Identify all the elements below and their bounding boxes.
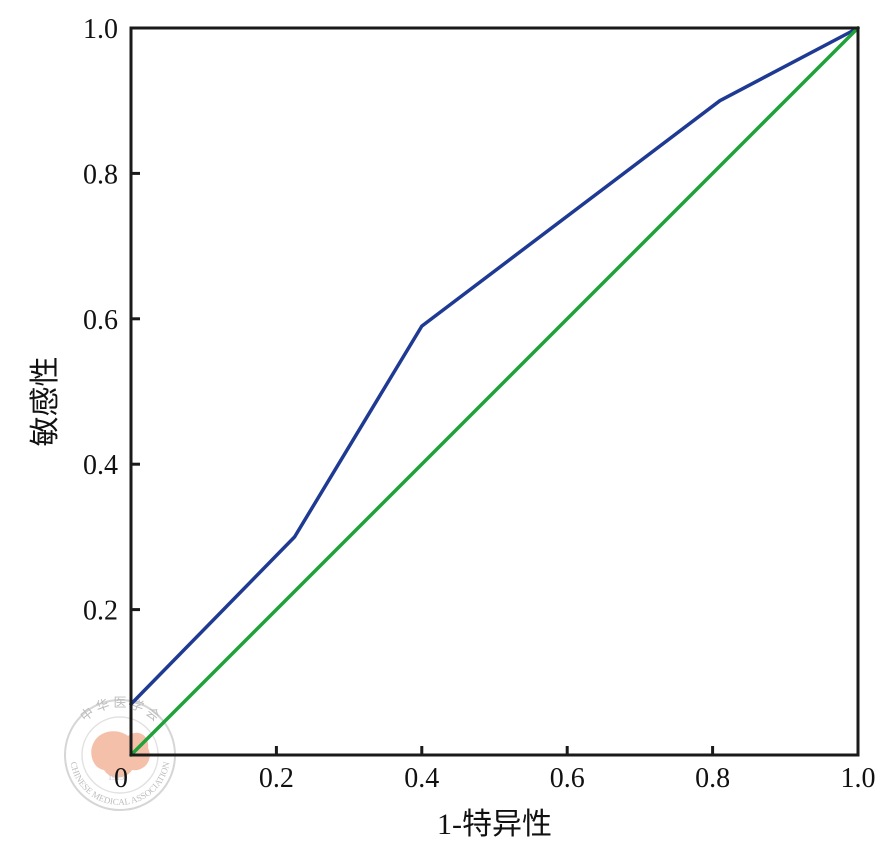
y-axis-ticks: 0.2 0.4 0.6 0.8 1.0 xyxy=(83,14,140,757)
x-tick-label: 0.6 xyxy=(550,763,585,794)
y-tick-label: 1.0 xyxy=(83,14,118,45)
y-tick-label: 0.8 xyxy=(83,159,118,190)
series-layer xyxy=(129,26,860,757)
y-tick-label: 0.6 xyxy=(83,305,118,336)
x-tick-label: 0 xyxy=(114,763,128,794)
series-line-1 xyxy=(129,26,860,706)
plot-frame xyxy=(129,26,860,757)
seal-text-top: 中 华 医 学 会 xyxy=(77,695,162,724)
x-tick-label: 1.0 xyxy=(841,763,876,794)
y-axis-title: 敏感性 xyxy=(29,357,62,447)
x-tick-label: 0.4 xyxy=(404,763,439,794)
x-tick-label: 0.2 xyxy=(259,763,294,794)
y-tick-label: 0.4 xyxy=(83,450,118,481)
x-tick-label: 0.8 xyxy=(695,763,730,794)
y-tick-label: 0.2 xyxy=(83,596,118,627)
series-line-2 xyxy=(129,26,860,757)
x-axis-title: 1-特异性 xyxy=(437,808,552,841)
seal-map-emblem xyxy=(91,731,150,778)
seal-year: 1915 xyxy=(108,773,124,782)
x-axis-ticks: 0 0.2 0.4 0.6 0.8 1.0 xyxy=(114,746,876,794)
